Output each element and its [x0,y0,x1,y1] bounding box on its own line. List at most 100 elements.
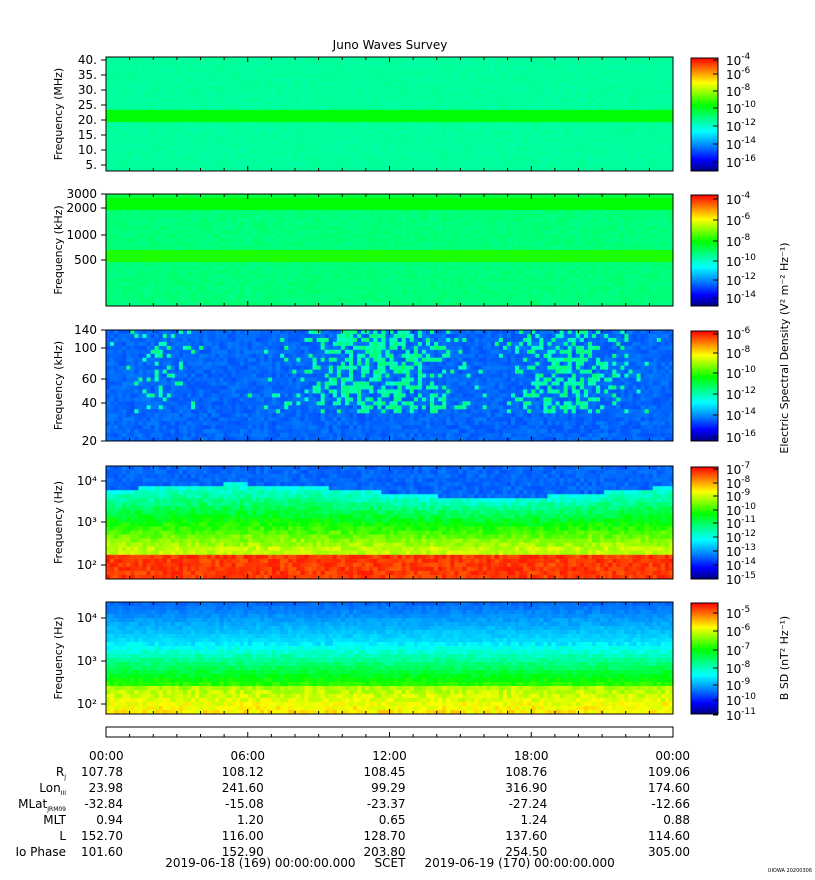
y-tick-label: 3000 [66,187,97,201]
colorbar-tick-label: 10-5 [726,605,750,621]
ephemeris-value: 116.00 [222,829,264,843]
ephemeris-row-label: L [59,829,66,843]
ephemeris-value: 1.24 [521,813,548,827]
colorbar-label: Electric Spectral Density (V² m⁻² Hz⁻¹) [778,242,791,453]
time-label: 00:00 [89,749,124,763]
ephemeris-value: -15.08 [225,797,264,811]
y-tick-label: 10³ [77,515,97,529]
y-tick-label: 10⁴ [77,474,97,488]
y-tick-label: 10³ [77,654,97,668]
y-axis-label: Frequency (kHz) [52,341,65,430]
scet-footer: 2019-06-18 (169) 00:00:00.000 SCET 2019-… [165,856,615,870]
spectrogram-panels: 40.35.30.25.20.15.10.5. Frequency (MHz) 10… [52,52,791,723]
colorbar-tick-label: 10-8 [726,345,751,361]
colorbar-tick-label: 10-12 [726,386,756,402]
spectrogram-image [106,330,674,442]
ephemeris-value: 109.06 [648,765,690,779]
time-label: 06:00 [230,749,265,763]
y-tick-label: 25. [78,98,97,112]
y-tick-label: 10² [77,558,97,572]
ephemeris-value: 241.60 [222,781,264,795]
y-axis-label: Frequency (Hz) [52,617,65,700]
ephemeris-row-label: MLT [43,813,66,827]
ephemeris-value: 108.76 [505,765,547,779]
ephemeris-value: 1.20 [237,813,264,827]
spectrogram-image [106,57,674,172]
spectrogram-image [106,194,674,307]
time-label: 12:00 [372,749,407,763]
y-tick-label: 500 [74,253,97,267]
colorbar-tick-label: 10-15 [726,571,756,587]
ephemeris-value: 108.12 [222,765,264,779]
colorbar-tick-label: 10-8 [726,83,751,99]
ephemeris-row-label: RJ [56,765,66,781]
colorbar [690,57,719,172]
colorbar-tick-label: 10-12 [726,118,756,134]
ephemeris-value: 305.00 [648,845,690,859]
ephemeris-value: 152.70 [81,829,123,843]
ephemeris-value: 174.60 [648,781,690,795]
ephemeris-value: 23.98 [89,781,123,795]
ephemeris-value: 203.80 [364,845,406,859]
colorbar-tick-label: 10-14 [726,290,756,306]
ephemeris-value: 0.94 [96,813,123,827]
colorbar-tick-label: 10-10 [726,253,756,269]
colorbar-tick-label: 10-6 [726,66,751,82]
y-tick-label: 10⁴ [77,611,97,625]
colorbar-tick-label: 10-12 [726,272,756,288]
ephemeris-value: -12.66 [651,797,690,811]
colorbar-tick-label: 10-4 [726,191,751,207]
y-tick-label: 20 [82,434,97,448]
watermark: UIOWA 20200306 [768,868,812,874]
colorbar-tick-label: 10-8 [726,233,751,249]
y-axis-label: Frequency (MHz) [52,68,65,160]
colorbar [690,194,719,307]
colorbar-tick-label: 10-6 [726,623,751,639]
ephemeris-row-label: Io Phase [15,845,66,859]
ephemeris-value: -27.24 [509,797,548,811]
time-label: 00:00 [655,749,690,763]
y-tick-label: 140 [74,323,97,337]
y-axis-label: Frequency (kHz) [52,205,65,294]
ephemeris-value: 152.90 [222,845,264,859]
colorbar-tick-label: 10-11 [726,707,756,723]
y-tick-label: 35. [78,68,97,82]
colorbar-tick-label: 10-14 [726,407,756,423]
colorbar-tick-label: 10-6 [726,326,751,342]
colorbar-tick-label: 10-10 [726,692,756,708]
ephemeris-value: 0.88 [663,813,690,827]
y-tick-label: 20. [78,113,97,127]
ephemeris-value: 108.45 [364,765,406,779]
colorbar [690,330,719,442]
colorbar [690,602,719,715]
colorbar-tick-label: 10-16 [726,154,756,170]
y-axis-label: Frequency (Hz) [52,481,65,564]
ephemeris-value: 114.60 [648,829,690,843]
colorbar-tick-label: 10-9 [726,677,751,693]
y-tick-label: 40 [82,396,97,410]
ephemeris-value: 107.78 [81,765,123,779]
y-tick-label: 2000 [66,201,97,215]
ephemeris-value: 128.70 [364,829,406,843]
colorbar-tick-label: 10-10 [726,100,756,116]
colorbar-tick-label: 10-6 [726,212,751,228]
spectrogram-panel-1: 40.35.30.25.20.15.10.5. Frequency (MHz) 10… [52,52,756,172]
ephemeris-value: 0.65 [379,813,406,827]
y-tick-label: 40. [78,53,97,67]
colorbar-tick-label: 10-14 [726,136,756,152]
chart-title: Juno Waves Survey [332,38,448,52]
time-label: 18:00 [514,749,549,763]
colorbar-label: B SD (nT² Hz⁻¹) [778,616,791,700]
ephemeris-value: 99.29 [371,781,405,795]
ephemeris-value: 316.90 [505,781,547,795]
colorbar-tick-label: 10-16 [726,429,756,445]
colorbar-tick-label: 10-10 [726,365,756,381]
spectrogram-image [106,466,674,580]
y-tick-label: 100 [74,341,97,355]
ephemeris-value: -23.37 [367,797,406,811]
y-tick-label: 1000 [66,228,97,242]
